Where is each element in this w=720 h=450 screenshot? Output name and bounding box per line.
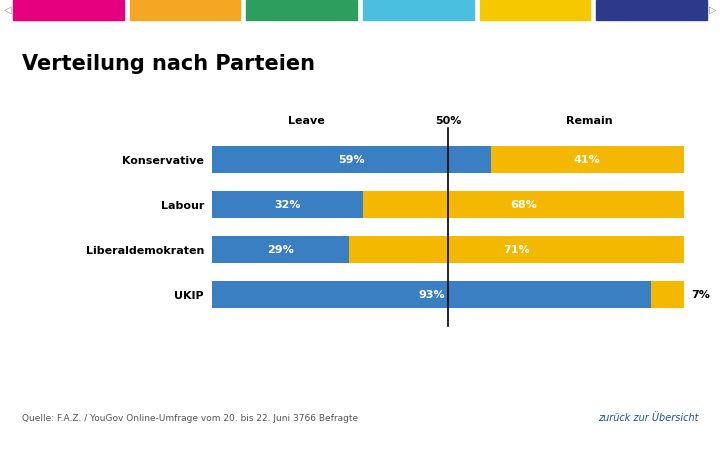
Text: ◁: ◁ — [4, 5, 11, 15]
Bar — [212, 236, 349, 263]
Text: Verteilung nach Parteien: Verteilung nach Parteien — [22, 54, 315, 74]
Text: zurück zur Übersicht: zurück zur Übersicht — [598, 413, 698, 423]
Text: 32%: 32% — [274, 200, 301, 210]
Text: 68%: 68% — [510, 200, 537, 210]
Text: Leave: Leave — [288, 116, 325, 126]
Text: 29%: 29% — [267, 245, 294, 255]
Bar — [212, 146, 490, 173]
Bar — [212, 191, 364, 218]
Bar — [364, 191, 684, 218]
Text: 71%: 71% — [503, 245, 530, 255]
Text: 41%: 41% — [574, 155, 600, 165]
Text: 59%: 59% — [338, 155, 365, 165]
Bar — [490, 146, 684, 173]
Bar — [349, 236, 684, 263]
Text: Remain: Remain — [567, 116, 613, 126]
Text: 7%: 7% — [691, 290, 710, 300]
Text: Quelle: F.A.Z. / YouGov Online-Umfrage vom 20. bis 22. Juni 3766 Befragte: Quelle: F.A.Z. / YouGov Online-Umfrage v… — [22, 414, 358, 423]
Text: ▷: ▷ — [709, 5, 716, 15]
Bar — [212, 281, 651, 308]
Text: 50%: 50% — [435, 116, 462, 126]
Text: 93%: 93% — [418, 290, 445, 300]
Bar — [651, 281, 684, 308]
